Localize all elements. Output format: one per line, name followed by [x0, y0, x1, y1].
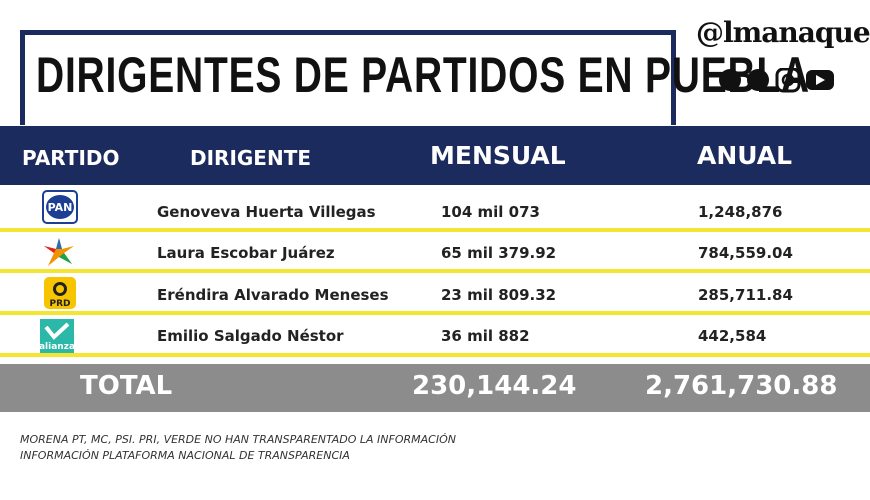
total-anual: 2,761,730.88 — [645, 371, 838, 401]
party-logo — [44, 238, 74, 266]
mensual: 36 mil 882 — [441, 327, 530, 345]
mensual: 65 mil 379.92 — [441, 244, 557, 262]
title-box — [20, 30, 676, 125]
column-header: DIRIGENTE — [190, 146, 312, 170]
social-icons — [719, 68, 834, 93]
footnote: INFORMACIÓN PLATAFORMA NACIONAL DE TRANS… — [20, 449, 350, 462]
anual: 442,584 — [698, 327, 767, 345]
total-label: TOTAL — [80, 371, 173, 401]
anual: 285,711.84 — [698, 286, 793, 304]
column-header: ANUAL — [697, 141, 793, 170]
dirigente: Genoveva Huerta Villegas — [157, 203, 376, 221]
party-logo: PAN — [42, 190, 78, 224]
dirigente: Emilio Salgado Néstor — [157, 327, 344, 345]
header-band — [0, 126, 870, 185]
row-separator — [0, 353, 870, 357]
dirigente: Eréndira Alvarado Meneses — [157, 286, 389, 304]
mensual: 23 mil 809.32 — [441, 286, 557, 304]
row-separator — [0, 228, 870, 232]
logo-text: alianza — [40, 342, 74, 352]
title: DIRIGENTES DE PARTIDOS EN PUEBLA — [36, 47, 810, 103]
logo-text: PAN — [48, 201, 73, 214]
row-separator — [0, 311, 870, 315]
column-header: PARTIDO — [22, 146, 120, 170]
party-logo: alianza — [40, 319, 74, 353]
dirigente: Laura Escobar Juárez — [157, 244, 335, 262]
total-mensual: 230,144.24 — [412, 371, 577, 401]
mensual: 104 mil 073 — [441, 203, 540, 221]
row-separator — [0, 269, 870, 273]
logo-text: PRD — [50, 299, 71, 309]
anual: 1,248,876 — [698, 203, 783, 221]
anual: 784,559.04 — [698, 244, 793, 262]
footnote: MORENA PT, MC, PSI. PRI, VERDE NO HAN TR… — [20, 433, 456, 446]
total-band — [0, 364, 870, 412]
brand: @lmanaque — [696, 16, 870, 49]
column-header: MENSUAL — [430, 141, 566, 170]
party-logo: PRD — [44, 277, 76, 309]
